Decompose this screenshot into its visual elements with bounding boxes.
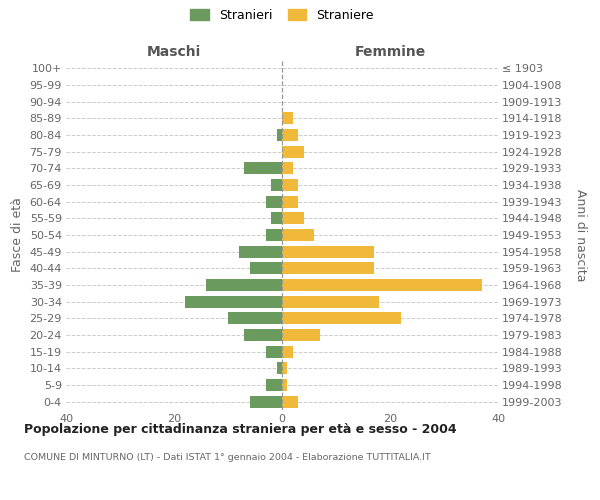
Bar: [282, 212, 304, 224]
Bar: [244, 162, 282, 174]
Bar: [266, 346, 282, 358]
Bar: [277, 129, 282, 141]
Bar: [282, 196, 298, 207]
Bar: [282, 262, 374, 274]
Bar: [266, 379, 282, 391]
Bar: [282, 329, 320, 341]
Bar: [239, 246, 282, 258]
Bar: [185, 296, 282, 308]
Bar: [244, 329, 282, 341]
Y-axis label: Fasce di età: Fasce di età: [11, 198, 24, 272]
Bar: [282, 162, 293, 174]
Bar: [282, 279, 482, 291]
Bar: [250, 262, 282, 274]
Text: Femmine: Femmine: [355, 45, 425, 59]
Bar: [282, 179, 298, 191]
Bar: [282, 296, 379, 308]
Bar: [282, 312, 401, 324]
Bar: [282, 229, 314, 241]
Bar: [271, 179, 282, 191]
Text: Maschi: Maschi: [147, 45, 201, 59]
Legend: Stranieri, Straniere: Stranieri, Straniere: [190, 8, 374, 22]
Bar: [266, 229, 282, 241]
Bar: [271, 212, 282, 224]
Bar: [206, 279, 282, 291]
Bar: [282, 362, 287, 374]
Bar: [282, 146, 304, 158]
Text: COMUNE DI MINTURNO (LT) - Dati ISTAT 1° gennaio 2004 - Elaborazione TUTTITALIA.I: COMUNE DI MINTURNO (LT) - Dati ISTAT 1° …: [24, 452, 431, 462]
Bar: [282, 112, 293, 124]
Bar: [282, 129, 298, 141]
Bar: [282, 346, 293, 358]
Bar: [282, 396, 298, 407]
Y-axis label: Anni di nascita: Anni di nascita: [574, 188, 587, 281]
Text: Popolazione per cittadinanza straniera per età e sesso - 2004: Popolazione per cittadinanza straniera p…: [24, 422, 457, 436]
Bar: [266, 196, 282, 207]
Bar: [282, 246, 374, 258]
Bar: [282, 379, 287, 391]
Bar: [250, 396, 282, 407]
Bar: [228, 312, 282, 324]
Bar: [277, 362, 282, 374]
